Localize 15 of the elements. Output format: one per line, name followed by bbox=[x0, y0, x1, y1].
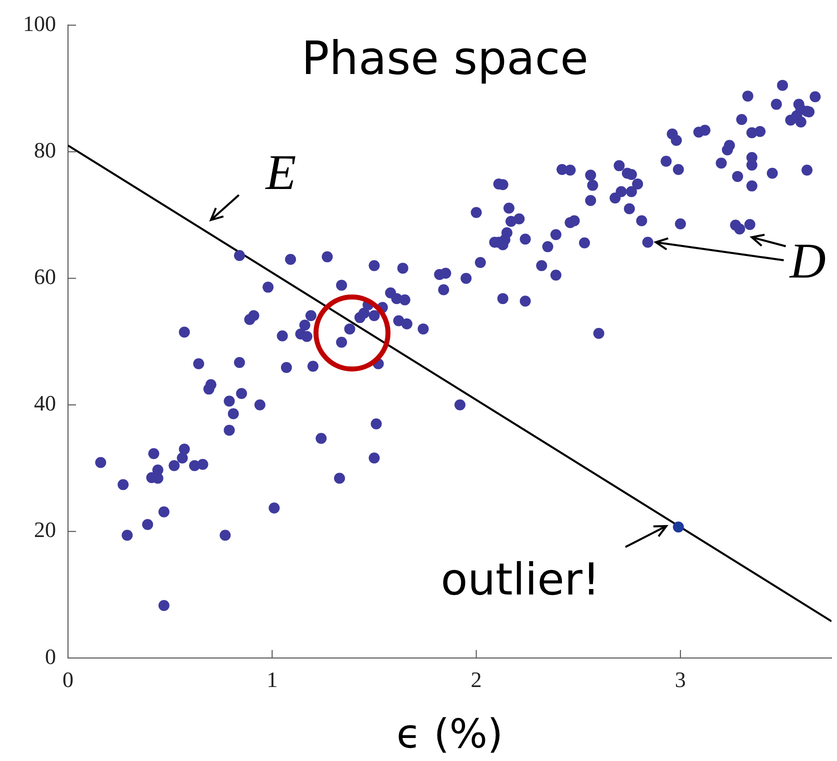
x-tick-label: 1 bbox=[266, 666, 278, 692]
x-axis-title: ϵ (%) bbox=[396, 711, 504, 758]
annotation: E bbox=[264, 144, 296, 200]
annotation: D bbox=[788, 232, 826, 288]
x-tick-label: 0 bbox=[62, 666, 74, 692]
y-tick-label: 0 bbox=[45, 644, 56, 669]
y-tick-label: 80 bbox=[34, 138, 56, 163]
y-tick-label: 100 bbox=[23, 10, 56, 36]
annotation: outlier! bbox=[440, 554, 600, 606]
chart-title: Phase space bbox=[302, 30, 588, 85]
y-tick-label: 60 bbox=[34, 264, 56, 290]
y-tick-label: 40 bbox=[34, 390, 56, 416]
y-tick-label: 20 bbox=[34, 517, 56, 542]
x-tick-label: 2 bbox=[470, 666, 482, 692]
x-tick-label: 3 bbox=[674, 666, 686, 692]
